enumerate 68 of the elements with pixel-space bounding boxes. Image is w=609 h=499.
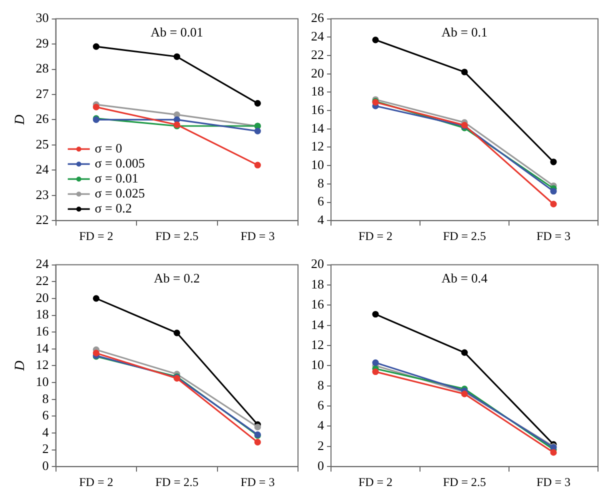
text: Ab = 0.4	[442, 270, 488, 286]
x-tick-label: FD = 3	[240, 474, 275, 489]
y-tick-label: 14	[36, 340, 50, 356]
y-tick-label: 14	[311, 316, 324, 332]
y-tick-label: 22	[311, 46, 324, 62]
x-tick-label: FD = 2.5	[155, 474, 198, 489]
x-tick-label: FD = 2	[358, 228, 393, 243]
y-tick-label: 4	[318, 212, 324, 228]
y-tick-label: 2	[318, 438, 324, 453]
y-tick-label: 10	[311, 156, 324, 172]
y-tick-label: 8	[42, 390, 49, 406]
legend-label: σ = 0.005	[94, 156, 145, 171]
y-tick-label: 27	[36, 86, 50, 101]
y-tick-label: 28	[36, 60, 49, 76]
x-tick-label: FD = 3	[240, 228, 275, 243]
x-tick-label: FD = 2.5	[442, 474, 486, 489]
y-tick-label: 6	[318, 397, 324, 412]
y-tick-label: 24	[311, 28, 324, 44]
y-tick-label: 20	[311, 65, 324, 80]
y-tick-label: 6	[42, 408, 50, 423]
y-tick-label: 2	[42, 441, 49, 456]
y-tick-label: 16	[311, 296, 324, 312]
y-tick-label: 8	[318, 175, 324, 190]
y-tick-label: 30	[36, 10, 49, 26]
y-tick-label: 25	[36, 136, 49, 152]
y-axis-title: D	[13, 114, 28, 126]
x-tick-label: FD = 3	[536, 474, 571, 489]
legend-label: σ = 0.025	[94, 186, 145, 201]
y-tick-label: 26	[36, 111, 50, 126]
y-tick-label: 6	[318, 194, 324, 209]
y-tick-label: 4	[42, 424, 50, 440]
y-tick-label: 16	[36, 323, 50, 338]
y-tick-label: 4	[318, 418, 324, 433]
x-tick-label: FD = 2	[358, 474, 393, 489]
y-tick-label: 14	[311, 120, 324, 136]
y-tick-label: 23	[36, 186, 49, 202]
y-tick-label: 8	[318, 377, 324, 392]
y-tick-label: 16	[311, 102, 324, 117]
y-axis-title: D	[13, 360, 28, 372]
text: Ab = 0.2	[154, 270, 200, 286]
x-tick-label: FD = 3	[536, 228, 571, 243]
y-tick-label: 29	[36, 35, 49, 50]
y-tick-label: 12	[311, 336, 324, 352]
x-tick-label: FD = 2.5	[155, 228, 198, 243]
text: Ab = 0.01	[150, 24, 204, 40]
legend-label: σ = 0.01	[94, 170, 138, 186]
y-tick-label: 20	[36, 290, 49, 305]
y-tick-label: 12	[36, 357, 49, 372]
y-tick-label: 18	[311, 84, 324, 99]
y-tick-label: 24	[36, 256, 50, 272]
legend-label: σ = 0	[94, 140, 122, 156]
x-tick-label: FD = 2	[79, 474, 114, 489]
y-tick-label: 22	[36, 212, 49, 228]
y-tick-label: 0	[42, 458, 49, 474]
y-tick-label: 22	[36, 273, 49, 288]
y-tick-label: 18	[311, 276, 324, 292]
y-tick-label: 10	[311, 357, 324, 372]
y-tick-label: 26	[311, 10, 324, 26]
y-tick-label: 24	[36, 162, 50, 177]
y-tick-label: 10	[36, 374, 49, 389]
y-tick-label: 20	[311, 256, 324, 272]
y-tick-label: 12	[311, 138, 324, 154]
x-tick-label: FD = 2.5	[442, 228, 486, 243]
y-tick-label: 0	[318, 458, 324, 474]
legend-label: σ = 0.2	[94, 200, 132, 216]
x-tick-label: FD = 2	[79, 228, 114, 243]
y-tick-label: 18	[36, 306, 49, 322]
text: Ab = 0.1	[442, 24, 488, 40]
